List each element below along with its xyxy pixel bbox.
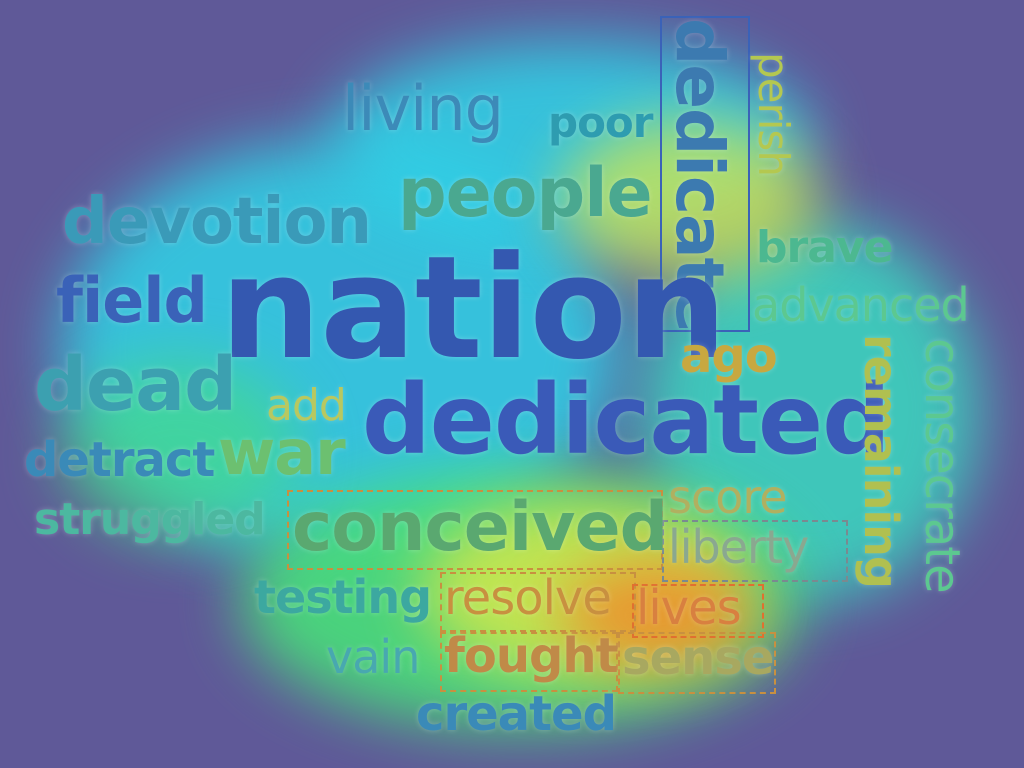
word-score: score [668,470,788,524]
word-dedicated: dedicated [362,364,891,476]
word-testing: testing [254,570,432,624]
word-fought: fought [444,628,619,684]
word-poor: poor [548,98,653,147]
word-conceived: conceived [292,488,668,567]
word-ago: ago [680,328,778,384]
word-people: people [398,154,653,233]
word-liberty: liberty [668,520,809,574]
word-remaining: remaining [854,334,908,588]
word-war: war [218,416,346,489]
word-dead: dead [34,342,237,428]
word-vain: vain [326,630,420,684]
word-advanced: advanced [752,278,970,332]
word-lives: lives [636,580,742,636]
word-brave: brave [756,222,893,273]
word-perish: perish [749,52,798,176]
word-add: add [266,380,347,431]
word-detract: detract [24,432,215,488]
word-field: field [56,264,208,337]
word-living: living [342,72,504,145]
word-struggled: struggled [34,494,266,545]
word-nation: nation [220,226,727,391]
word-devotion: devotion [62,185,372,259]
word-created: created [416,686,617,742]
word-sense: sense [622,630,774,686]
word-consecrate: consecrate [914,338,970,593]
word-resolve: resolve [444,570,612,626]
word-dedicate: dedicate [661,18,738,332]
